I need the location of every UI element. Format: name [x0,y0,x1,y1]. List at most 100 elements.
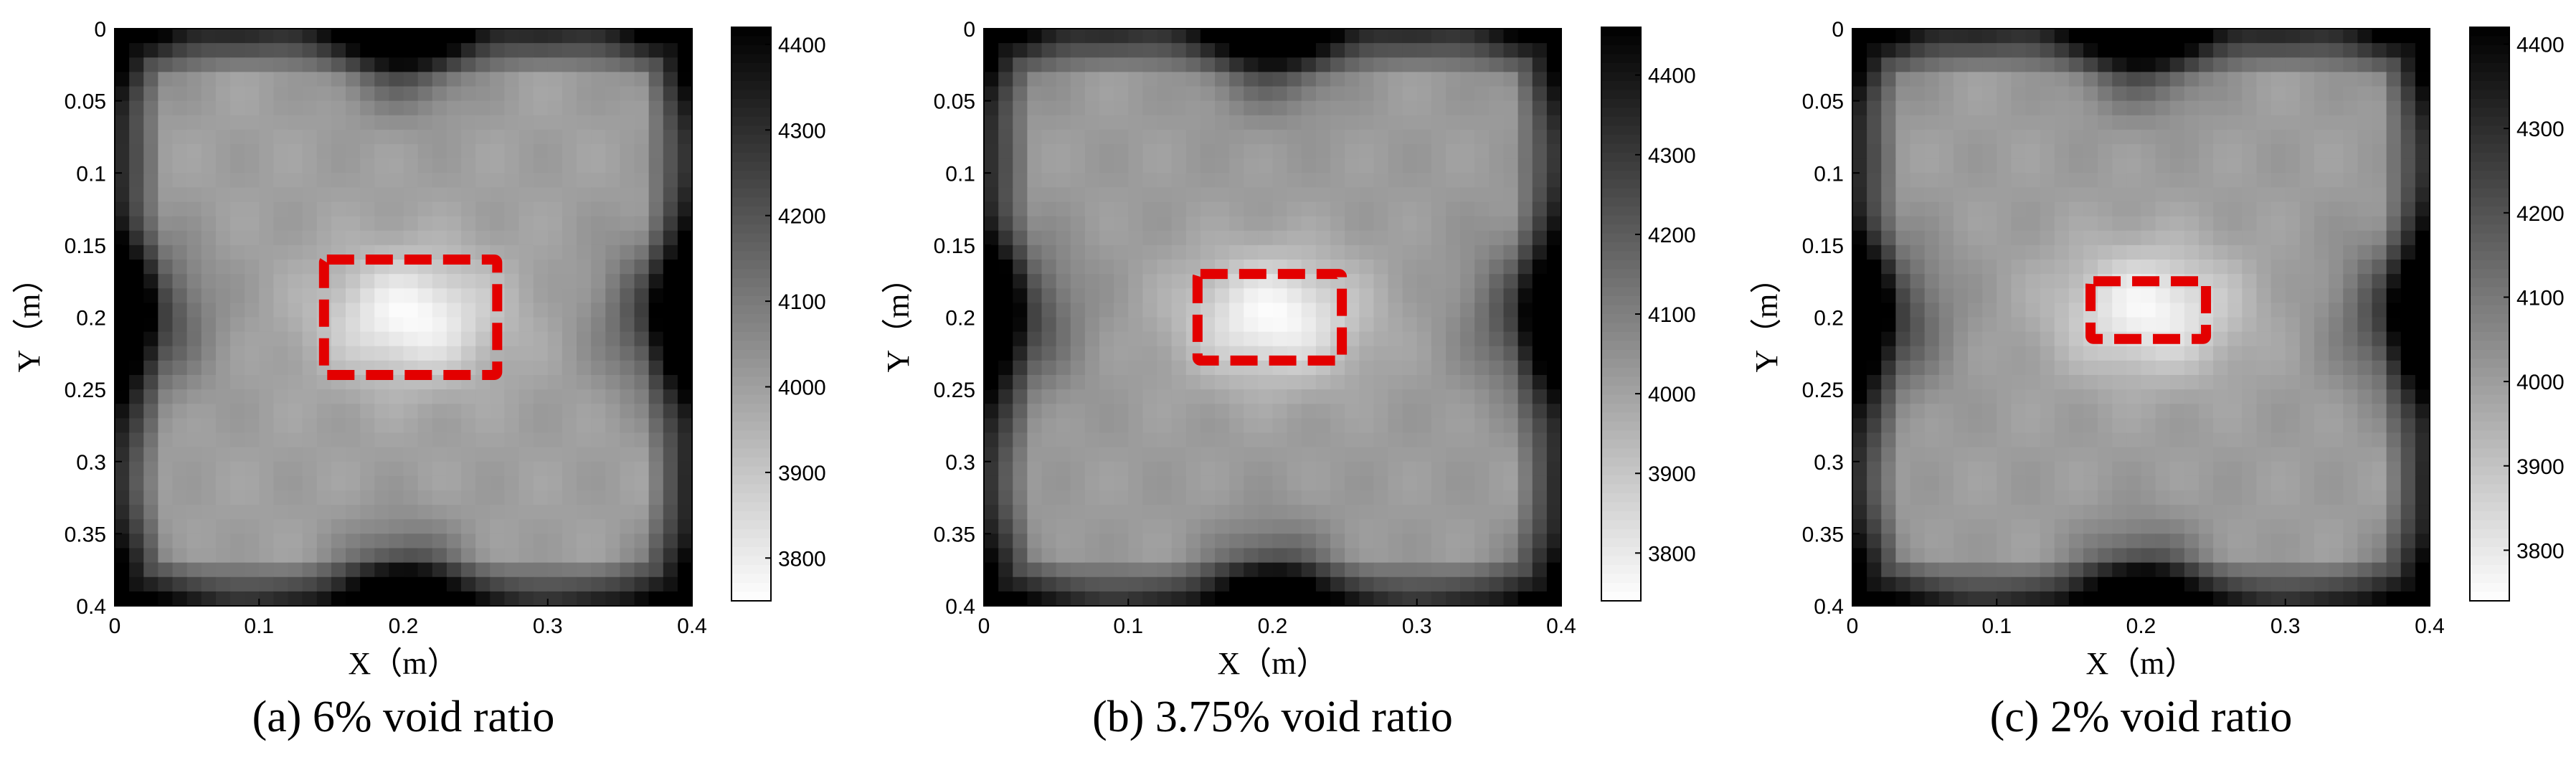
heatmap-cell [2068,375,2084,390]
heatmap-cell [1272,505,1288,520]
heatmap-cell [1546,29,1562,44]
heatmap-cell [1185,187,1201,203]
heatmap-cell [1982,331,1997,347]
heatmap-cell [115,519,130,534]
heatmap-cell [1953,375,1969,390]
heatmap-cell [1431,360,1446,376]
heatmap-cell [2343,375,2358,390]
heatmap-cell [346,288,361,303]
heatmap-cell [1402,346,1418,361]
heatmap-cell [577,100,592,116]
heatmap-cell [346,86,361,102]
heatmap-cell [389,389,404,404]
heatmap-cell [1532,418,1548,434]
heatmap-cell [360,576,375,592]
heatmap-cell [360,490,375,505]
heatmap-cell [1272,432,1288,448]
heatmap-cell [1114,475,1129,491]
heatmap-cell [1330,115,1345,130]
heatmap-cell [417,404,433,419]
heatmap-cell [1128,115,1143,130]
heatmap-cell [648,129,664,145]
heatmap-cell [1982,505,1997,520]
heatmap-cell [1460,360,1475,376]
heatmap-cell [215,562,231,578]
heatmap-cell [2400,389,2416,404]
heatmap-cell [1013,43,1028,58]
heatmap-cell [1244,461,1259,477]
heatmap-cell [2040,461,2055,477]
heatmap-cell [143,461,158,477]
heatmap-cell [2227,418,2243,434]
heatmap-cell [172,216,188,232]
heatmap-cell [2068,57,2084,72]
heatmap-cell [1114,461,1129,477]
heatmap-cell [2299,519,2315,534]
heatmap-cell [1938,86,1954,102]
heatmap-cell [547,144,563,159]
heatmap-cell [1517,260,1533,275]
heatmap-cell [2011,230,2027,246]
heatmap-cell [461,548,476,564]
heatmap-cell [577,72,592,87]
heatmap-cell [389,505,404,520]
heatmap-cell [562,576,577,592]
heatmap-cell [1924,432,1940,448]
heatmap-cell [2169,475,2185,491]
heatmap-cell [389,548,404,564]
heatmap-cell [1128,288,1143,303]
heatmap-cell [273,519,289,534]
heatmap-cell [1881,389,1896,404]
heatmap-cell [1185,43,1201,58]
heatmap-cell [1997,86,2012,102]
heatmap-cell [2372,86,2387,102]
heatmap-cell [1517,475,1533,491]
heatmap-cell [475,432,491,448]
heatmap-cell [403,43,419,58]
heatmap-cell [1867,331,1882,347]
heatmap-cell [1330,201,1345,217]
heatmap-cell [1099,331,1114,347]
heatmap-cell [158,505,174,520]
heatmap-cell [230,404,245,419]
heatmap-cell [2242,100,2258,116]
heatmap-cell [158,404,174,419]
heatmap-cell [1953,216,1969,232]
heatmap-cell [1881,201,1896,217]
heatmap-cell [1852,548,1867,564]
heatmap-cell [1084,389,1100,404]
heatmap-cell [129,331,144,347]
heatmap-cell [331,418,346,434]
heatmap-cell [1924,187,1940,203]
heatmap-cell [2227,461,2243,477]
heatmap-cell [677,505,693,520]
heatmap-cell [158,29,174,44]
heatmap-cell [1301,375,1317,390]
heatmap-cell [634,57,650,72]
heatmap-cell [230,317,245,333]
heatmap-cell [475,447,491,462]
heatmap-cell [172,115,188,130]
heatmap-cell [1532,230,1548,246]
heatmap-cell [562,158,577,174]
heatmap-cell [1489,216,1505,232]
x-tick-label: 0.1 [244,614,274,638]
heatmap-cell [1128,576,1143,592]
heatmap-cell [1460,72,1475,87]
heatmap-cell [1852,274,1867,289]
heatmap-cell [273,490,289,505]
heatmap-cell [360,418,375,434]
heatmap-cell [1895,216,1911,232]
heatmap-cell [1345,57,1360,72]
heatmap-cell [2141,418,2156,434]
heatmap-cell [143,548,158,564]
heatmap-cell [2386,187,2402,203]
heatmap-cell [1503,404,1519,419]
heatmap-cell [2285,158,2301,174]
heatmap-cell [2169,303,2185,318]
heatmap-cell [2400,29,2416,44]
colorbar-step [731,466,771,476]
heatmap-cell [1084,230,1100,246]
heatmap-cell [605,576,620,592]
heatmap-cell [461,100,476,116]
